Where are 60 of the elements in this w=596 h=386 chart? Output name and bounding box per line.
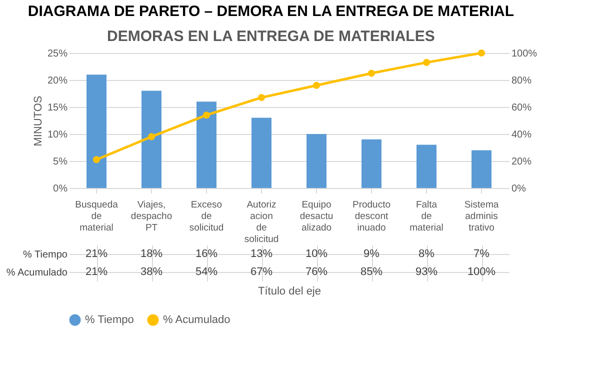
data-label: 9% — [364, 248, 380, 260]
data-label: 21% — [85, 248, 108, 260]
data-label: 85% — [360, 266, 383, 278]
data-label: 93% — [415, 266, 438, 278]
y2-tick-label: 100% — [512, 48, 538, 60]
bar — [416, 144, 436, 188]
y-tick-label: 25% — [47, 48, 68, 60]
data-label: 13% — [250, 248, 273, 260]
data-label: 10% — [305, 248, 328, 260]
text: % Tiempo — [23, 250, 68, 260]
point — [258, 94, 266, 102]
y2-tick-label: 60% — [512, 102, 532, 114]
data-label: 16% — [195, 248, 218, 260]
bar — [252, 118, 272, 188]
y2-tick-label: 20% — [512, 156, 532, 168]
bar — [196, 102, 216, 188]
data-label: 67% — [250, 266, 273, 278]
data-label: 18% — [140, 248, 163, 260]
data-label: 54% — [195, 266, 218, 278]
x-tick-label: Autorizacion de solicitud — [244, 200, 279, 245]
bar — [362, 139, 382, 188]
y-tick-label: 0% — [53, 184, 68, 194]
point — [368, 70, 376, 77]
legend-label: % Tiempo — [85, 314, 134, 326]
y-tick-label: 15% — [47, 102, 68, 114]
data-label: 7% — [474, 248, 490, 260]
data-label: 38% — [140, 266, 163, 278]
text: % Acumulado — [6, 268, 68, 278]
y-tick-label: 10% — [47, 130, 68, 140]
legend-label: % Acumulado — [163, 314, 230, 326]
point — [92, 156, 100, 164]
y2-tick-label: 0% — [512, 184, 526, 194]
y-tick-label: 5% — [53, 156, 68, 168]
x-tick-label: Viajes, despacho PT — [130, 200, 172, 234]
data-label: 76% — [305, 266, 328, 278]
data-label: 100% — [467, 266, 496, 278]
point — [422, 58, 430, 66]
bar — [306, 134, 326, 188]
x-tick-label: Exceso de solicitud — [189, 200, 224, 234]
y2-tick-label: 40% — [512, 130, 532, 140]
point — [478, 49, 486, 57]
bar — [142, 90, 162, 188]
y-tick-label: 20% — [47, 76, 68, 86]
y2-tick-label: 80% — [512, 76, 532, 86]
point — [312, 82, 320, 89]
y-axis-title: MINUTOS — [32, 96, 44, 146]
x-axis-title: Título del eje — [258, 286, 321, 298]
chart-title: DIAGRAMA DE PARETO – DEMORA EN LA ENTREGA DE MATERIAL — [28, 3, 514, 20]
x-tick-label: Producto descontinuado — [352, 200, 391, 234]
x-tick-label: Falta de material — [410, 200, 444, 234]
bar — [86, 74, 106, 188]
point — [148, 133, 156, 140]
x-tick-label: Busqueda de material — [75, 200, 119, 234]
x-tick-label: Equipo desactualizado — [300, 200, 334, 234]
data-label: 8% — [418, 248, 435, 260]
x-tick-label: Sistema administrativo — [464, 200, 500, 234]
chart-subtitle: DEMORAS EN LA ENTREGA DE MATERIALES — [107, 28, 435, 45]
data-label: 21% — [85, 266, 108, 278]
bar — [472, 150, 492, 188]
point — [202, 112, 210, 119]
